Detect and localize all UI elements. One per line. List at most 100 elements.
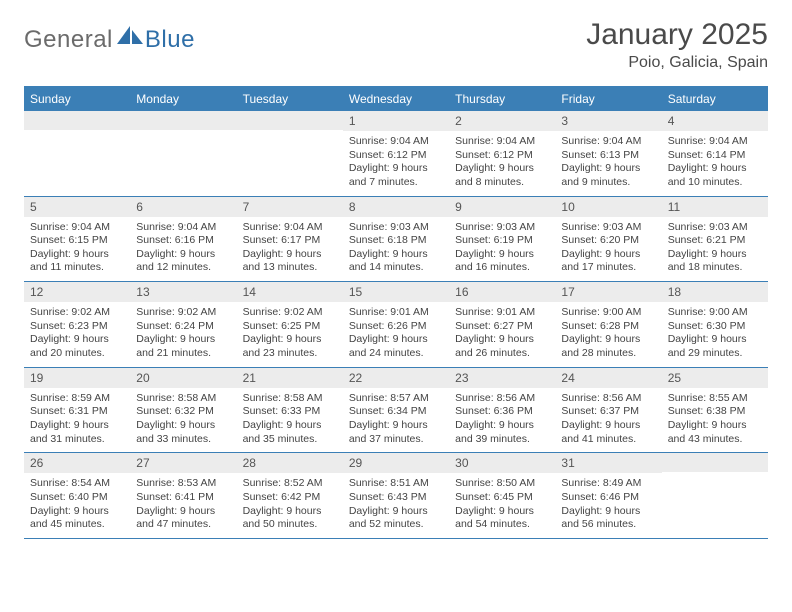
calendar-day-cell: 22Sunrise: 8:57 AMSunset: 6:34 PMDayligh… <box>343 368 449 453</box>
calendar-day-cell: 27Sunrise: 8:53 AMSunset: 6:41 PMDayligh… <box>130 453 236 538</box>
header: General Blue January 2025 Poio, Galicia,… <box>24 18 768 72</box>
day-number: 21 <box>237 368 343 388</box>
day-number: 16 <box>449 282 555 302</box>
day-number <box>130 111 236 130</box>
calendar-week: 1Sunrise: 9:04 AMSunset: 6:12 PMDaylight… <box>24 111 768 197</box>
day-number: 22 <box>343 368 449 388</box>
calendar-day-cell <box>130 111 236 196</box>
calendar-day-cell <box>662 453 768 538</box>
day-number: 14 <box>237 282 343 302</box>
day-number: 2 <box>449 111 555 131</box>
calendar-day-cell <box>24 111 130 196</box>
day-number: 28 <box>237 453 343 473</box>
logo-text-general: General <box>24 26 113 54</box>
day-details: Sunrise: 8:50 AMSunset: 6:45 PMDaylight:… <box>449 473 555 538</box>
day-number <box>237 111 343 130</box>
day-number: 9 <box>449 197 555 217</box>
day-details: Sunrise: 9:02 AMSunset: 6:24 PMDaylight:… <box>130 302 236 367</box>
day-number: 30 <box>449 453 555 473</box>
calendar-day-cell: 4Sunrise: 9:04 AMSunset: 6:14 PMDaylight… <box>662 111 768 196</box>
day-details: Sunrise: 8:54 AMSunset: 6:40 PMDaylight:… <box>24 473 130 538</box>
day-details: Sunrise: 8:59 AMSunset: 6:31 PMDaylight:… <box>24 388 130 453</box>
weekday-label: Saturday <box>662 88 768 111</box>
day-number: 17 <box>555 282 661 302</box>
calendar-day-cell: 16Sunrise: 9:01 AMSunset: 6:27 PMDayligh… <box>449 282 555 367</box>
calendar-day-cell: 23Sunrise: 8:56 AMSunset: 6:36 PMDayligh… <box>449 368 555 453</box>
calendar-day-cell: 11Sunrise: 9:03 AMSunset: 6:21 PMDayligh… <box>662 197 768 282</box>
calendar-day-cell: 29Sunrise: 8:51 AMSunset: 6:43 PMDayligh… <box>343 453 449 538</box>
day-number: 7 <box>237 197 343 217</box>
day-details: Sunrise: 9:04 AMSunset: 6:15 PMDaylight:… <box>24 217 130 282</box>
day-details: Sunrise: 9:04 AMSunset: 6:14 PMDaylight:… <box>662 131 768 196</box>
day-details: Sunrise: 9:04 AMSunset: 6:12 PMDaylight:… <box>449 131 555 196</box>
calendar-day-cell: 31Sunrise: 8:49 AMSunset: 6:46 PMDayligh… <box>555 453 661 538</box>
day-details: Sunrise: 8:56 AMSunset: 6:36 PMDaylight:… <box>449 388 555 453</box>
day-details: Sunrise: 9:03 AMSunset: 6:20 PMDaylight:… <box>555 217 661 282</box>
day-details: Sunrise: 8:55 AMSunset: 6:38 PMDaylight:… <box>662 388 768 453</box>
day-number: 26 <box>24 453 130 473</box>
day-number <box>662 453 768 472</box>
day-details: Sunrise: 9:01 AMSunset: 6:26 PMDaylight:… <box>343 302 449 367</box>
weekday-label: Wednesday <box>343 88 449 111</box>
day-details: Sunrise: 9:04 AMSunset: 6:13 PMDaylight:… <box>555 131 661 196</box>
month-title: January 2025 <box>586 18 768 52</box>
calendar: Sunday Monday Tuesday Wednesday Thursday… <box>24 86 768 539</box>
day-details: Sunrise: 8:57 AMSunset: 6:34 PMDaylight:… <box>343 388 449 453</box>
day-number: 23 <box>449 368 555 388</box>
calendar-day-cell: 25Sunrise: 8:55 AMSunset: 6:38 PMDayligh… <box>662 368 768 453</box>
calendar-day-cell: 21Sunrise: 8:58 AMSunset: 6:33 PMDayligh… <box>237 368 343 453</box>
day-details: Sunrise: 9:03 AMSunset: 6:21 PMDaylight:… <box>662 217 768 282</box>
day-details: Sunrise: 9:04 AMSunset: 6:12 PMDaylight:… <box>343 131 449 196</box>
day-number: 12 <box>24 282 130 302</box>
logo: General Blue <box>24 18 195 54</box>
day-number: 8 <box>343 197 449 217</box>
day-details: Sunrise: 9:04 AMSunset: 6:17 PMDaylight:… <box>237 217 343 282</box>
calendar-day-cell: 3Sunrise: 9:04 AMSunset: 6:13 PMDaylight… <box>555 111 661 196</box>
location: Poio, Galicia, Spain <box>586 54 768 72</box>
calendar-day-cell: 30Sunrise: 8:50 AMSunset: 6:45 PMDayligh… <box>449 453 555 538</box>
day-number: 29 <box>343 453 449 473</box>
calendar-week: 5Sunrise: 9:04 AMSunset: 6:15 PMDaylight… <box>24 197 768 283</box>
day-number: 13 <box>130 282 236 302</box>
calendar-day-cell: 12Sunrise: 9:02 AMSunset: 6:23 PMDayligh… <box>24 282 130 367</box>
calendar-day-cell: 14Sunrise: 9:02 AMSunset: 6:25 PMDayligh… <box>237 282 343 367</box>
calendar-day-cell: 6Sunrise: 9:04 AMSunset: 6:16 PMDaylight… <box>130 197 236 282</box>
calendar-day-cell: 15Sunrise: 9:01 AMSunset: 6:26 PMDayligh… <box>343 282 449 367</box>
calendar-day-cell: 1Sunrise: 9:04 AMSunset: 6:12 PMDaylight… <box>343 111 449 196</box>
day-details: Sunrise: 9:02 AMSunset: 6:23 PMDaylight:… <box>24 302 130 367</box>
calendar-day-cell: 20Sunrise: 8:58 AMSunset: 6:32 PMDayligh… <box>130 368 236 453</box>
day-number: 4 <box>662 111 768 131</box>
day-number: 31 <box>555 453 661 473</box>
day-number: 20 <box>130 368 236 388</box>
calendar-day-cell: 28Sunrise: 8:52 AMSunset: 6:42 PMDayligh… <box>237 453 343 538</box>
day-details: Sunrise: 8:51 AMSunset: 6:43 PMDaylight:… <box>343 473 449 538</box>
weekday-label: Monday <box>130 88 236 111</box>
day-number: 5 <box>24 197 130 217</box>
day-details: Sunrise: 8:52 AMSunset: 6:42 PMDaylight:… <box>237 473 343 538</box>
calendar-day-cell: 17Sunrise: 9:00 AMSunset: 6:28 PMDayligh… <box>555 282 661 367</box>
day-number: 24 <box>555 368 661 388</box>
day-details: Sunrise: 8:58 AMSunset: 6:33 PMDaylight:… <box>237 388 343 453</box>
logo-text-blue: Blue <box>145 26 195 54</box>
day-number: 6 <box>130 197 236 217</box>
day-number: 18 <box>662 282 768 302</box>
day-details: Sunrise: 8:58 AMSunset: 6:32 PMDaylight:… <box>130 388 236 453</box>
weekday-label: Sunday <box>24 88 130 111</box>
calendar-day-cell: 24Sunrise: 8:56 AMSunset: 6:37 PMDayligh… <box>555 368 661 453</box>
logo-sail-icon <box>117 26 143 44</box>
calendar-day-cell: 9Sunrise: 9:03 AMSunset: 6:19 PMDaylight… <box>449 197 555 282</box>
weekday-label: Thursday <box>449 88 555 111</box>
day-number: 19 <box>24 368 130 388</box>
calendar-day-cell: 26Sunrise: 8:54 AMSunset: 6:40 PMDayligh… <box>24 453 130 538</box>
day-details: Sunrise: 9:04 AMSunset: 6:16 PMDaylight:… <box>130 217 236 282</box>
day-details: Sunrise: 8:56 AMSunset: 6:37 PMDaylight:… <box>555 388 661 453</box>
calendar-day-cell: 18Sunrise: 9:00 AMSunset: 6:30 PMDayligh… <box>662 282 768 367</box>
calendar-day-cell: 10Sunrise: 9:03 AMSunset: 6:20 PMDayligh… <box>555 197 661 282</box>
day-number: 3 <box>555 111 661 131</box>
weekday-label: Tuesday <box>237 88 343 111</box>
calendar-day-cell: 8Sunrise: 9:03 AMSunset: 6:18 PMDaylight… <box>343 197 449 282</box>
day-number: 1 <box>343 111 449 131</box>
day-number: 10 <box>555 197 661 217</box>
day-details: Sunrise: 9:02 AMSunset: 6:25 PMDaylight:… <box>237 302 343 367</box>
calendar-day-cell <box>237 111 343 196</box>
